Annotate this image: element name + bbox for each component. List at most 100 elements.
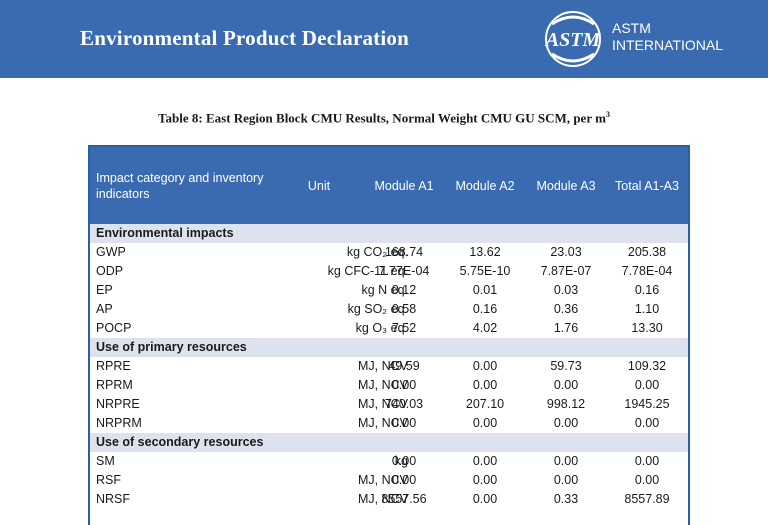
module-a2-value: 207.10 — [465, 397, 505, 411]
indicator-name: RPRE — [96, 359, 131, 373]
indicator-name: AP — [96, 302, 113, 316]
module-a2-value: 0.00 — [472, 454, 498, 468]
unit-cell: MJ, NCV — [358, 397, 408, 411]
module-a1-value: 8557.56 — [381, 492, 427, 506]
indicator-name: GWP — [96, 245, 126, 259]
svg-text:ASTM: ASTM — [544, 29, 602, 51]
indicator-name: POCP — [96, 321, 132, 335]
header-category: Impact category and inventory indicators — [96, 170, 264, 201]
module-a3-value: 0.00 — [553, 454, 579, 468]
module-a2-value: 0.00 — [472, 492, 498, 506]
unit-cell: kg SO₂ eq. — [347, 302, 408, 316]
section-header: Environmental impacts — [90, 224, 688, 243]
total-value: 13.30 — [631, 321, 663, 335]
total-value: 0.00 — [634, 454, 660, 468]
indicator-name: NRPRM — [96, 416, 142, 430]
indicator-name: ODP — [96, 264, 124, 278]
module-a1-value: 7.77E-04 — [378, 264, 430, 278]
table-row: NRPRE MJ, NCV 740.03 207.10 998.12 1945.25 — [90, 395, 688, 414]
logo-text-line1: ASTM — [612, 20, 651, 36]
table-row: SM kg 0.00 0.00 0.00 0.00 — [90, 452, 688, 471]
module-a3-value: 59.73 — [550, 359, 582, 373]
document-title: Environmental Product Declaration — [80, 26, 409, 50]
table-row: GWP kg CO₂ eq. 168.74 13.62 23.03 205.38 — [90, 243, 688, 262]
logo-text: ASTM INTERNATIONAL — [612, 20, 723, 54]
total-value: 0.16 — [634, 283, 660, 297]
total-value: 0.00 — [634, 473, 660, 487]
module-a3-value: 998.12 — [546, 397, 586, 411]
header-banner: Environmental Product Declaration ASTM A… — [0, 0, 768, 78]
unit-cell: MJ, NCV — [358, 378, 408, 392]
table-row: ODP kg CFC-11 eq. 7.77E-04 5.75E-10 7.87E-07… — [90, 262, 688, 281]
module-a1-value: 740.03 — [384, 397, 424, 411]
module-a3-value: 23.03 — [550, 245, 582, 259]
unit-cell: MJ, NCV — [358, 492, 408, 506]
table-row: AP kg SO₂ eq. 0.58 0.16 0.36 1.10 — [90, 300, 688, 319]
module-a1-value: 0.00 — [391, 454, 417, 468]
header-module-a3: Module A3 — [536, 178, 596, 193]
unit-cell: kg N eq. — [361, 283, 408, 297]
unit-cell: kg CO₂ eq. — [346, 245, 408, 259]
module-a2-value: 0.00 — [472, 473, 498, 487]
table-row: RSF MJ, NCV 0.00 0.00 0.00 0.00 — [90, 471, 688, 490]
module-a1-value: 0.00 — [391, 378, 417, 392]
module-a3-value: 7.87E-07 — [540, 264, 592, 278]
unit-cell: MJ, NCV — [358, 473, 408, 487]
indicator-name: RSF — [96, 473, 121, 487]
section-header: Use of secondary resources — [90, 433, 688, 452]
table-row: EP kg N eq. 0.12 0.01 0.03 0.16 — [90, 281, 688, 300]
module-a3-value: 0.33 — [553, 492, 579, 506]
module-a3-value: 0.00 — [553, 378, 579, 392]
module-a2-value: 0.00 — [472, 416, 498, 430]
table-row: NRPRM MJ, NCV 0.00 0.00 0.00 0.00 — [90, 414, 688, 433]
unit-cell: kg CFC-11 eq. — [327, 264, 408, 278]
logo-text-line2: INTERNATIONAL — [612, 37, 723, 53]
header-total: Total A1-A3 — [615, 178, 679, 193]
caption-superscript: 3 — [605, 110, 610, 119]
module-a2-value: 0.01 — [472, 283, 498, 297]
module-a1-value: 168.74 — [384, 245, 424, 259]
table-row: NRSF MJ, NCV 8557.56 0.00 0.33 8557.89 — [90, 490, 688, 509]
module-a2-value: 5.75E-10 — [459, 264, 511, 278]
results-table: Impact category and inventory indicators… — [88, 145, 690, 525]
section-title: Environmental impacts — [96, 226, 234, 240]
module-a3-value: 0.00 — [553, 473, 579, 487]
total-value: 205.38 — [627, 245, 667, 259]
module-a2-value: 0.00 — [472, 359, 498, 373]
total-value: 1945.25 — [624, 397, 670, 411]
module-a3-value: 0.36 — [553, 302, 579, 316]
module-a3-value: 0.00 — [553, 416, 579, 430]
unit-cell: MJ, NCV — [358, 359, 408, 373]
indicator-name: NRPRE — [96, 397, 140, 411]
unit-cell: kg — [394, 454, 408, 468]
table-caption: Table 8: East Region Block CMU Results, … — [0, 110, 768, 126]
module-a2-value: 0.00 — [472, 378, 498, 392]
module-a3-value: 1.76 — [553, 321, 579, 335]
header-unit: Unit — [307, 178, 331, 193]
module-a2-value: 0.16 — [472, 302, 498, 316]
unit-cell: MJ, NCV — [358, 416, 408, 430]
astm-logo: ASTM — [544, 11, 602, 67]
module-a1-value: 0.12 — [391, 283, 417, 297]
header-module-a2: Module A2 — [455, 178, 515, 193]
section-title: Use of secondary resources — [96, 435, 264, 449]
table-row: POCP kg O₃ eq. 7.52 4.02 1.76 13.30 — [90, 319, 688, 338]
module-a1-value: 0.00 — [391, 416, 417, 430]
table-row: RPRE MJ, NCV 49.59 0.00 59.73 109.32 — [90, 357, 688, 376]
section-title: Use of primary resources — [96, 340, 247, 354]
total-value: 7.78E-04 — [621, 264, 673, 278]
caption-text: Table 8: East Region Block CMU Results, … — [158, 110, 606, 126]
module-a1-value: 0.00 — [391, 473, 417, 487]
table-header: Impact category and inventory indicators… — [90, 147, 688, 224]
total-value: 109.32 — [627, 359, 667, 373]
module-a2-value: 13.62 — [469, 245, 501, 259]
total-value: 0.00 — [634, 378, 660, 392]
table-row: RPRM MJ, NCV 0.00 0.00 0.00 0.00 — [90, 376, 688, 395]
indicator-name: SM — [96, 454, 115, 468]
module-a3-value: 0.03 — [553, 283, 579, 297]
indicator-name: NRSF — [96, 492, 131, 506]
total-value: 8557.89 — [624, 492, 670, 506]
module-a1-value: 49.59 — [388, 359, 420, 373]
module-a1-value: 7.52 — [391, 321, 417, 335]
total-value: 0.00 — [634, 416, 660, 430]
